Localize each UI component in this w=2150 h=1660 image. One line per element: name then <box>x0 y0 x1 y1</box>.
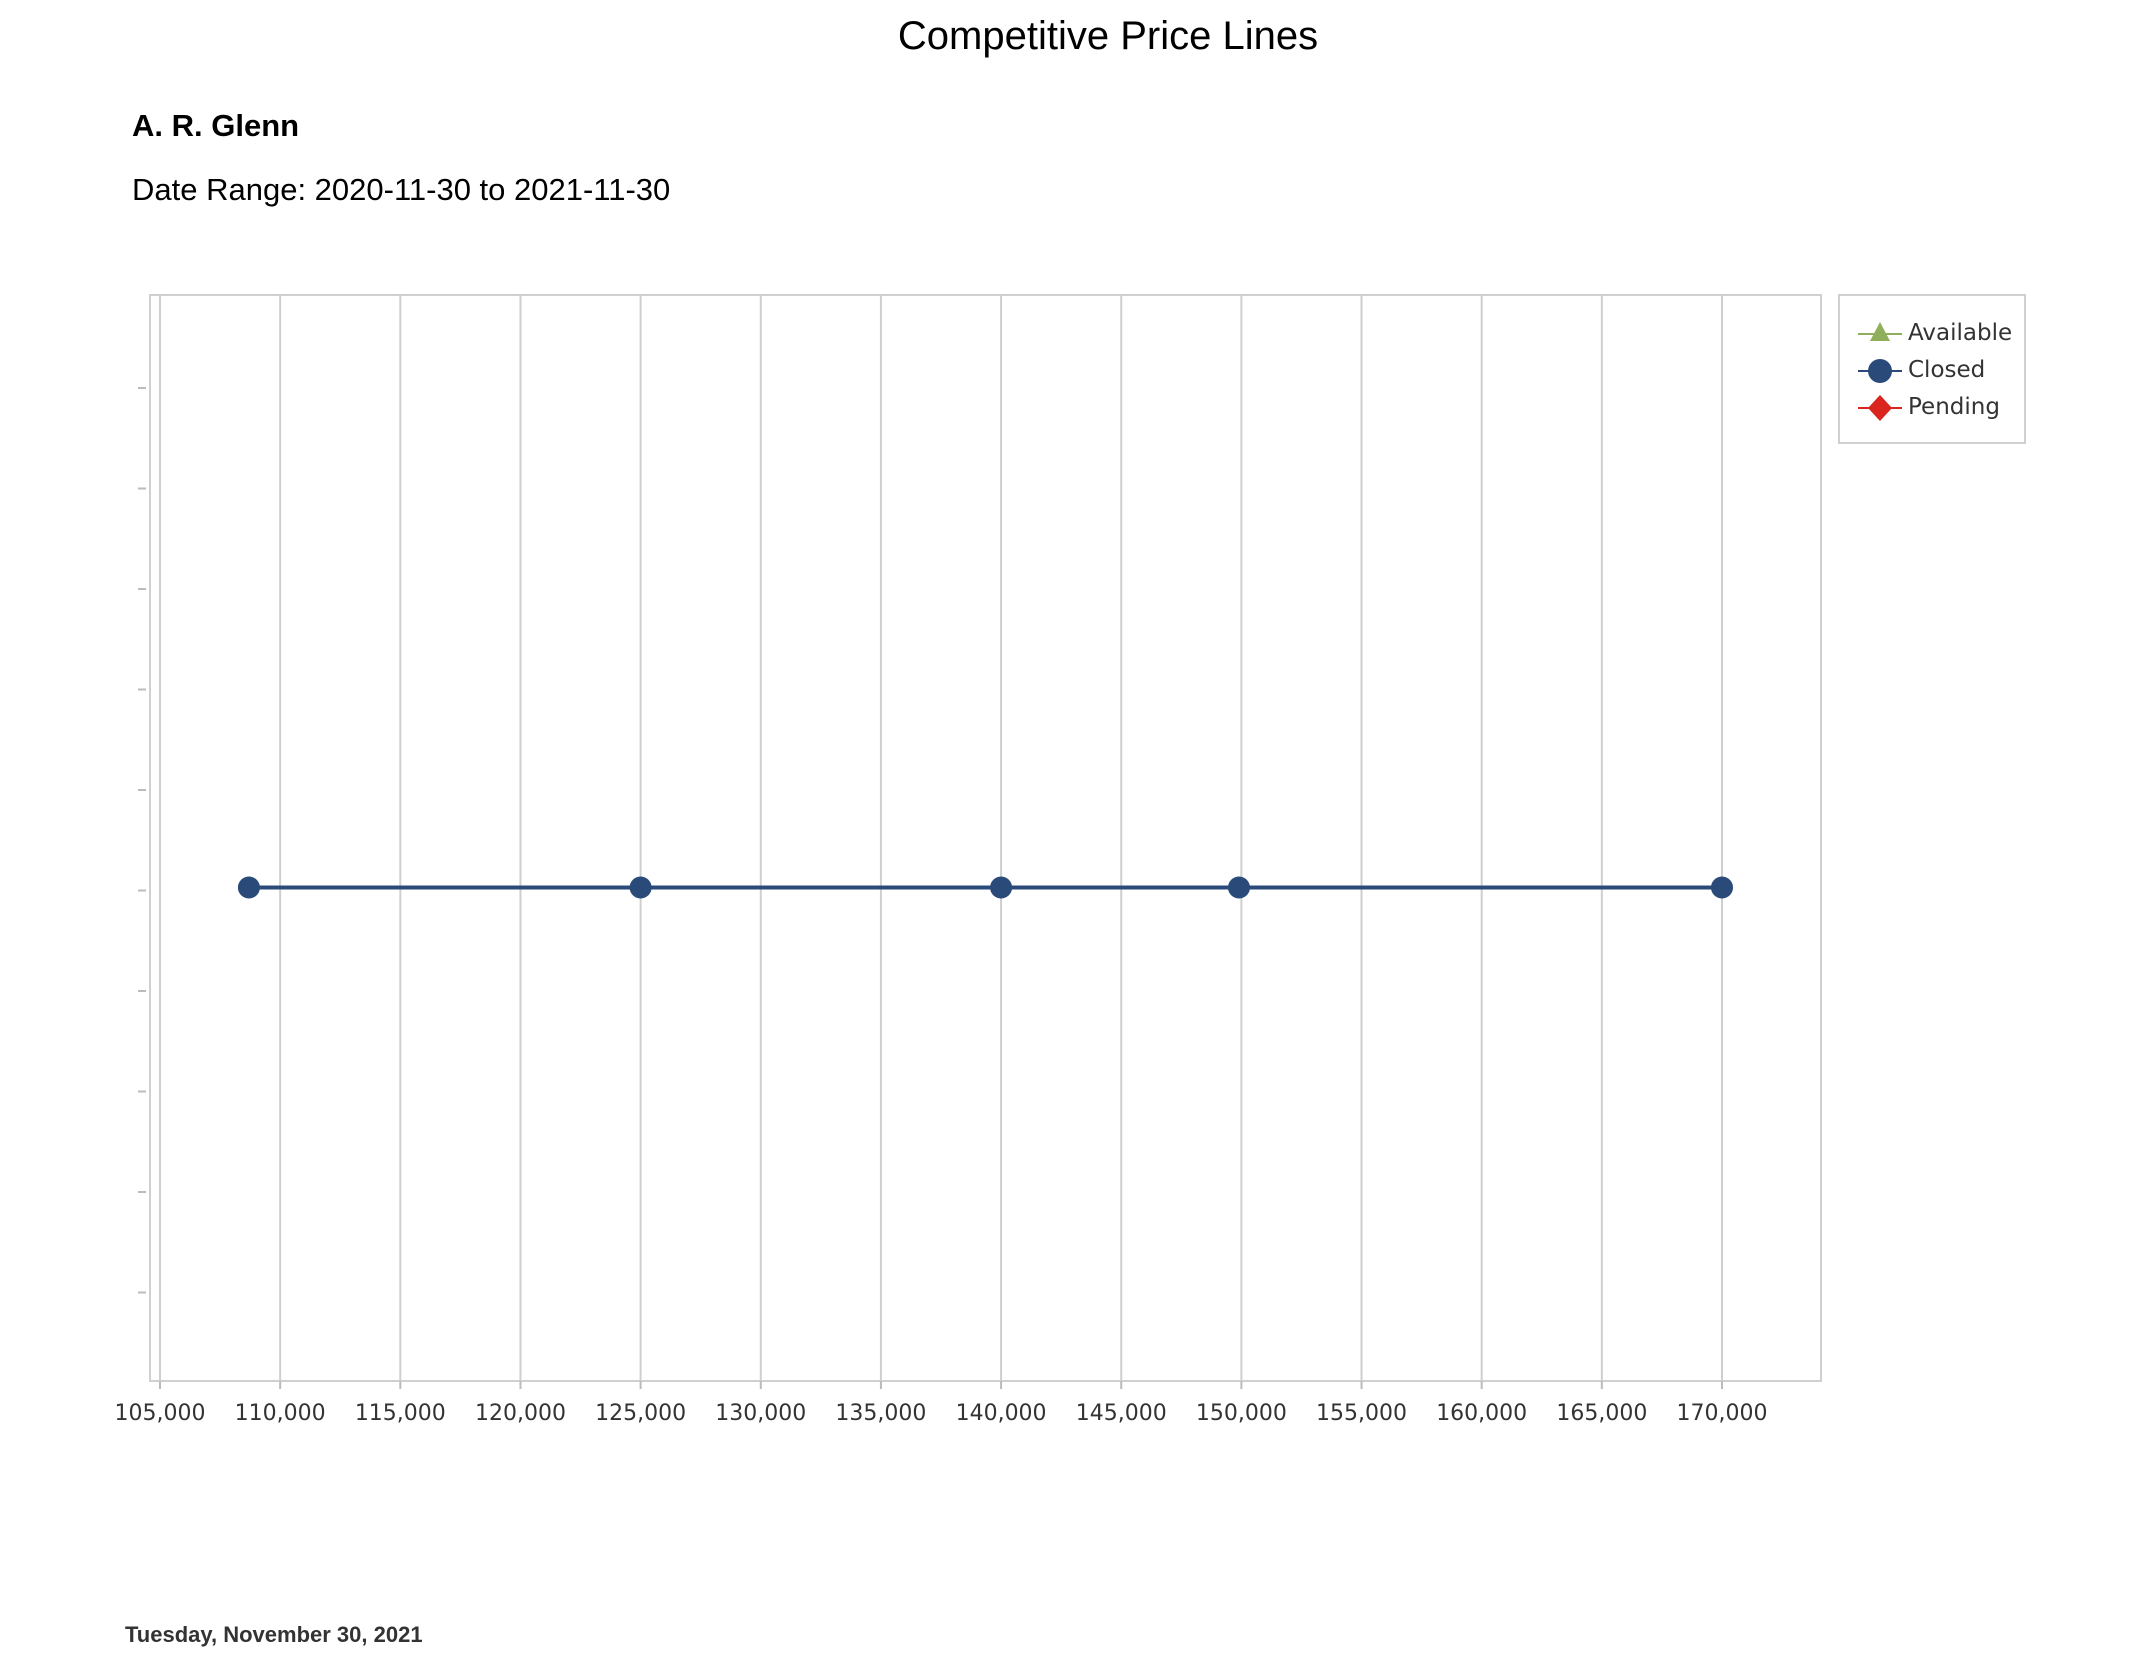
data-point <box>1227 876 1250 899</box>
x-tick-label: 110,000 <box>235 1401 326 1426</box>
data-point <box>1711 876 1733 899</box>
chart-legend: Available Closed Pending <box>1838 294 2026 444</box>
diamond-marker-icon <box>1858 395 1902 421</box>
legend-label: Pending <box>1908 394 2000 420</box>
legend-item-closed: Closed <box>1858 353 2028 389</box>
legend-item-available: Available <box>1858 316 2028 352</box>
x-tick-label: 125,000 <box>595 1401 686 1426</box>
x-tick-label: 155,000 <box>1316 1401 1407 1426</box>
circle-marker-icon <box>1858 359 1902 383</box>
data-point <box>237 876 260 899</box>
x-tick-label: 160,000 <box>1436 1401 1527 1426</box>
report-title: Competitive Price Lines <box>897 14 1319 58</box>
x-tick-label: 165,000 <box>1556 1401 1647 1426</box>
triangle-marker-icon <box>1858 322 1902 341</box>
data-point <box>629 876 652 899</box>
x-tick-label: 115,000 <box>355 1401 446 1426</box>
agent-name: A. R. Glenn <box>132 108 300 143</box>
x-tick-label: 105,000 <box>115 1401 206 1426</box>
x-tick-label: 120,000 <box>475 1401 566 1426</box>
date-range: Date Range: 2020-11-30 to 2021-11-30 <box>132 172 671 207</box>
x-tick-label: 170,000 <box>1677 1401 1768 1426</box>
legend-label: Closed <box>1908 357 1986 383</box>
x-tick-label: 150,000 <box>1196 1401 1287 1426</box>
x-tick-label: 135,000 <box>835 1401 926 1426</box>
x-tick-label: 130,000 <box>715 1401 806 1426</box>
x-tick-label: 140,000 <box>956 1401 1047 1426</box>
legend-item-pending: Pending <box>1858 390 2028 426</box>
data-point <box>990 876 1013 899</box>
footer-date: Tuesday, November 30, 2021 <box>125 1622 423 1647</box>
x-tick-label: 145,000 <box>1076 1401 1167 1426</box>
legend-label: Available <box>1908 320 2013 346</box>
plot-frame <box>149 294 1822 1382</box>
